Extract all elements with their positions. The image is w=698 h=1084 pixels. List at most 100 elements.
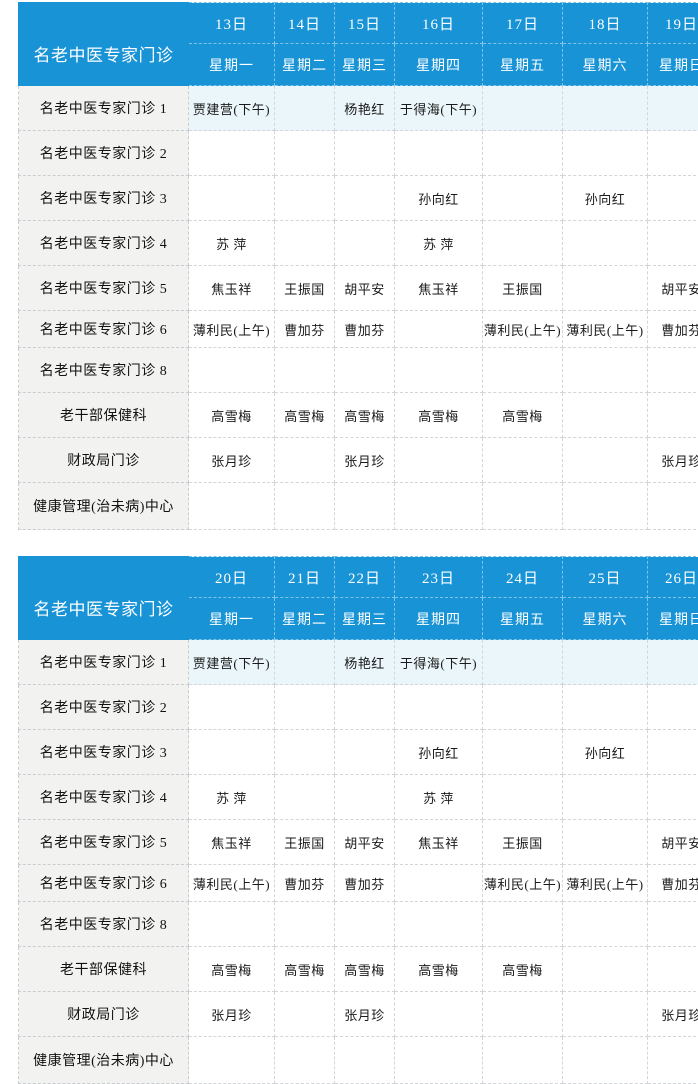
- schedule-cell[interactable]: 孙向红: [395, 176, 483, 221]
- schedule-cell[interactable]: 曹加芬: [275, 865, 335, 902]
- schedule-cell[interactable]: 张月珍: [335, 438, 395, 483]
- schedule-cell[interactable]: 高雪梅: [395, 393, 483, 438]
- schedule-cell[interactable]: [395, 865, 483, 902]
- schedule-cell[interactable]: [335, 902, 395, 947]
- schedule-cell[interactable]: [395, 685, 483, 730]
- schedule-cell[interactable]: [483, 775, 563, 820]
- schedule-cell[interactable]: [275, 685, 335, 730]
- schedule-cell[interactable]: [483, 730, 563, 775]
- schedule-cell[interactable]: [483, 221, 563, 266]
- schedule-cell[interactable]: 曹加芬: [648, 865, 698, 902]
- schedule-cell[interactable]: 苏 萍: [395, 775, 483, 820]
- schedule-cell[interactable]: 薄利民(上午): [483, 865, 563, 902]
- schedule-cell[interactable]: [483, 1037, 563, 1084]
- schedule-cell[interactable]: [335, 131, 395, 176]
- schedule-cell[interactable]: [563, 1037, 648, 1084]
- schedule-cell[interactable]: [395, 992, 483, 1037]
- schedule-cell[interactable]: [648, 86, 698, 131]
- schedule-cell[interactable]: [395, 438, 483, 483]
- schedule-cell[interactable]: [483, 640, 563, 685]
- schedule-cell[interactable]: [275, 176, 335, 221]
- schedule-cell[interactable]: 张月珍: [189, 438, 275, 483]
- schedule-cell[interactable]: [335, 483, 395, 530]
- schedule-cell[interactable]: 张月珍: [648, 992, 698, 1037]
- schedule-cell[interactable]: [563, 820, 648, 865]
- schedule-cell[interactable]: [563, 640, 648, 685]
- schedule-cell[interactable]: [275, 221, 335, 266]
- schedule-cell[interactable]: [648, 685, 698, 730]
- schedule-cell[interactable]: 胡平安: [648, 820, 698, 865]
- schedule-cell[interactable]: 张月珍: [648, 438, 698, 483]
- schedule-cell[interactable]: 曹加芬: [648, 311, 698, 348]
- schedule-cell[interactable]: [275, 131, 335, 176]
- schedule-cell[interactable]: 张月珍: [189, 992, 275, 1037]
- schedule-cell[interactable]: 高雪梅: [189, 393, 275, 438]
- schedule-cell[interactable]: [483, 992, 563, 1037]
- schedule-cell[interactable]: 王振国: [483, 820, 563, 865]
- schedule-cell[interactable]: [648, 730, 698, 775]
- schedule-cell[interactable]: [275, 992, 335, 1037]
- schedule-cell[interactable]: [648, 1037, 698, 1084]
- schedule-cell[interactable]: 薄利民(上午): [189, 311, 275, 348]
- schedule-cell[interactable]: [395, 131, 483, 176]
- schedule-cell[interactable]: [563, 131, 648, 176]
- schedule-cell[interactable]: [563, 348, 648, 393]
- schedule-cell[interactable]: [275, 86, 335, 131]
- schedule-cell[interactable]: 薄利民(上午): [563, 311, 648, 348]
- schedule-cell[interactable]: [563, 992, 648, 1037]
- schedule-cell[interactable]: [563, 775, 648, 820]
- schedule-cell[interactable]: [648, 348, 698, 393]
- schedule-cell[interactable]: 胡平安: [648, 266, 698, 311]
- schedule-cell[interactable]: 苏 萍: [395, 221, 483, 266]
- schedule-cell[interactable]: [395, 348, 483, 393]
- schedule-cell[interactable]: [563, 947, 648, 992]
- schedule-cell[interactable]: [648, 221, 698, 266]
- schedule-cell[interactable]: [395, 483, 483, 530]
- schedule-cell[interactable]: 曹加芬: [335, 865, 395, 902]
- schedule-cell[interactable]: 于得海(下午): [395, 86, 483, 131]
- schedule-cell[interactable]: [335, 685, 395, 730]
- schedule-cell[interactable]: 薄利民(上午): [483, 311, 563, 348]
- schedule-cell[interactable]: [648, 775, 698, 820]
- schedule-cell[interactable]: [563, 86, 648, 131]
- schedule-cell[interactable]: [335, 221, 395, 266]
- schedule-cell[interactable]: [483, 86, 563, 131]
- schedule-cell[interactable]: [275, 438, 335, 483]
- schedule-cell[interactable]: [335, 348, 395, 393]
- schedule-cell[interactable]: 孙向红: [563, 730, 648, 775]
- schedule-cell[interactable]: [275, 775, 335, 820]
- schedule-cell[interactable]: 王振国: [483, 266, 563, 311]
- schedule-cell[interactable]: [483, 685, 563, 730]
- schedule-cell[interactable]: [483, 902, 563, 947]
- schedule-cell[interactable]: [648, 393, 698, 438]
- schedule-cell[interactable]: 焦玉祥: [189, 266, 275, 311]
- schedule-cell[interactable]: 高雪梅: [275, 947, 335, 992]
- schedule-cell[interactable]: [189, 483, 275, 530]
- schedule-cell[interactable]: [563, 393, 648, 438]
- schedule-cell[interactable]: [189, 1037, 275, 1084]
- schedule-cell[interactable]: 王振国: [275, 820, 335, 865]
- schedule-cell[interactable]: [483, 131, 563, 176]
- schedule-cell[interactable]: 曹加芬: [275, 311, 335, 348]
- schedule-cell[interactable]: 苏 萍: [189, 775, 275, 820]
- schedule-cell[interactable]: [275, 902, 335, 947]
- schedule-cell[interactable]: 高雪梅: [335, 393, 395, 438]
- schedule-cell[interactable]: 高雪梅: [483, 947, 563, 992]
- schedule-cell[interactable]: [275, 483, 335, 530]
- schedule-cell[interactable]: 贾建营(下午): [189, 640, 275, 685]
- schedule-cell[interactable]: [275, 1037, 335, 1084]
- schedule-cell[interactable]: 胡平安: [335, 820, 395, 865]
- schedule-cell[interactable]: [648, 131, 698, 176]
- schedule-cell[interactable]: 焦玉祥: [395, 820, 483, 865]
- schedule-cell[interactable]: [395, 311, 483, 348]
- schedule-cell[interactable]: [335, 775, 395, 820]
- schedule-cell[interactable]: 薄利民(上午): [563, 865, 648, 902]
- schedule-cell[interactable]: 贾建营(下午): [189, 86, 275, 131]
- schedule-cell[interactable]: [563, 221, 648, 266]
- schedule-cell[interactable]: [648, 640, 698, 685]
- schedule-cell[interactable]: 杨艳红: [335, 86, 395, 131]
- schedule-cell[interactable]: [563, 685, 648, 730]
- schedule-cell[interactable]: [648, 902, 698, 947]
- schedule-cell[interactable]: [189, 902, 275, 947]
- schedule-cell[interactable]: [335, 176, 395, 221]
